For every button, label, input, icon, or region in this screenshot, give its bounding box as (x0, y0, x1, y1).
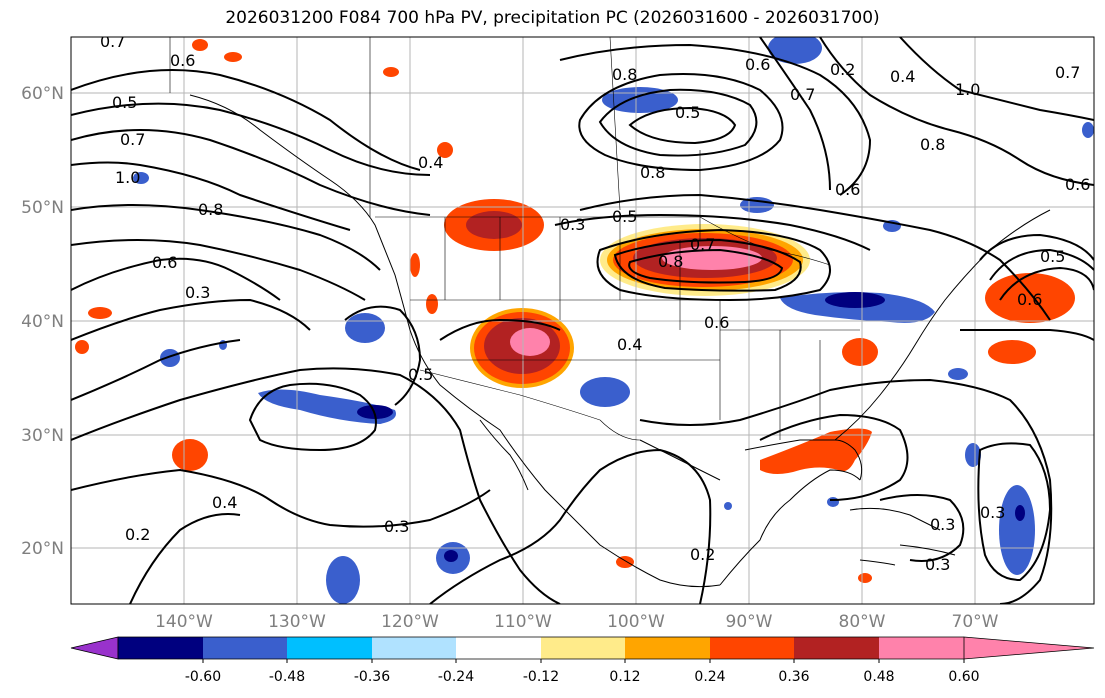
lon-label: 140°W (155, 612, 213, 632)
contour-label: 0.5 (112, 93, 137, 112)
colorbar-segment (456, 637, 541, 659)
country-borders (169, 37, 860, 441)
colorbar-tick-label: -0.60 (185, 669, 221, 685)
contour-label: 0.7 (690, 235, 715, 254)
lon-label: 130°W (268, 612, 326, 632)
contour-label: 0.6 (1017, 290, 1042, 309)
contour-label: 0.5 (1040, 247, 1065, 266)
contour-label: 0.6 (704, 313, 729, 332)
colorbar-tick-label: 0.24 (694, 669, 725, 685)
lat-label: 60°N (21, 84, 64, 104)
colorbar-segment (710, 637, 794, 659)
contour-label: 0.4 (890, 67, 915, 86)
map-frame (70, 36, 1095, 605)
colorbar-tick-label: -0.24 (438, 669, 474, 685)
contour-label: 0.6 (745, 55, 770, 74)
colorbar-segment (287, 637, 372, 659)
contour-label: 0.2 (125, 525, 150, 544)
colorbar-segment (794, 637, 879, 659)
latitude-labels: 60°N 50°N 40°N 30°N 20°N (21, 84, 64, 559)
contour-label: 0.3 (384, 517, 409, 536)
lon-label: 90°W (726, 612, 773, 632)
contour-label: 0.3 (560, 215, 585, 234)
lon-label: 120°W (381, 612, 439, 632)
contour-label: 0.3 (925, 555, 950, 574)
pv-contours (71, 37, 1094, 604)
precip-positive-area (760, 428, 872, 474)
colorbar-tick-label: -0.12 (523, 669, 559, 685)
contour-label: 0.6 (1065, 175, 1090, 194)
islands (849, 507, 956, 566)
lon-label: 70°W (952, 612, 999, 632)
colorbar-segment (541, 637, 625, 659)
colorbar-over-triangle (963, 636, 1095, 660)
contour-label: 0.6 (170, 51, 195, 70)
precip-positive-area (985, 273, 1075, 323)
colorbar-segment (203, 637, 287, 659)
lon-label: 100°W (607, 612, 665, 632)
contour-label: 0.3 (980, 503, 1005, 522)
lat-label: 20°N (21, 539, 64, 559)
colorbar-tick-label: 0.36 (778, 669, 809, 685)
contour-label: 1.0 (115, 168, 140, 187)
contour-label: 0.8 (640, 163, 665, 182)
contour-label: 0.3 (930, 515, 955, 534)
colorbar-under-triangle (70, 636, 119, 660)
map-title: 2026031200 F084 700 hPa PV, precipitatio… (225, 8, 880, 28)
contour-label: 0.8 (920, 135, 945, 154)
contour-label: 0.7 (1055, 63, 1080, 82)
contour-label: 1.0 (955, 80, 980, 99)
contour-label: 0.4 (418, 153, 443, 172)
lat-label: 30°N (21, 426, 64, 446)
colorbar-segment (118, 637, 203, 659)
contour-label: 0.5 (408, 365, 433, 384)
colorbar-tick-label: 0.60 (948, 669, 979, 685)
contour-label: 0.4 (212, 493, 237, 512)
contour-label: 0.4 (617, 335, 642, 354)
colorbar-tick-label: 0.12 (609, 669, 640, 685)
contour-label: 0.8 (658, 252, 683, 271)
colorbar-tick-label: -0.36 (354, 669, 390, 685)
contour-label: 0.7 (790, 85, 815, 104)
colorbar-ticks (202, 659, 965, 663)
precipitation-shading (75, 37, 1094, 604)
lon-label: 80°W (839, 612, 886, 632)
contour-label: 0.3 (185, 283, 210, 302)
contour-label: 0.2 (830, 60, 855, 79)
contour-label: 0.7 (120, 130, 145, 149)
contour-label: 0.2 (690, 545, 715, 564)
lat-label: 40°N (21, 312, 64, 332)
contour-label: 0.6 (152, 253, 177, 272)
colorbar-segment (372, 637, 456, 659)
contour-label: 0.5 (675, 103, 700, 122)
colorbar-tick-label: 0.48 (863, 669, 894, 685)
colorbar-segment (879, 637, 964, 659)
contour-label: 0.7 (100, 32, 125, 51)
colorbar: -0.60 -0.48 -0.36 -0.24 -0.12 0.12 0.24 … (70, 636, 1095, 685)
contour-label: 0.6 (835, 180, 860, 199)
contour-labels: 0.7 0.6 0.5 0.7 1.0 0.8 0.6 0.3 0.4 0.5 … (100, 32, 1090, 574)
coastlines (189, 94, 1051, 588)
lon-label: 110°W (494, 612, 552, 632)
colorbar-tick-label: -0.48 (269, 669, 305, 685)
contour-label: 0.8 (198, 200, 223, 219)
contour-label: 0.8 (612, 65, 637, 84)
colorbar-segment (625, 637, 710, 659)
longitude-labels: 140°W 130°W 120°W 110°W 100°W 90°W 80°W … (155, 612, 999, 632)
contour-label: 0.5 (612, 207, 637, 226)
lat-label: 50°N (21, 198, 64, 218)
